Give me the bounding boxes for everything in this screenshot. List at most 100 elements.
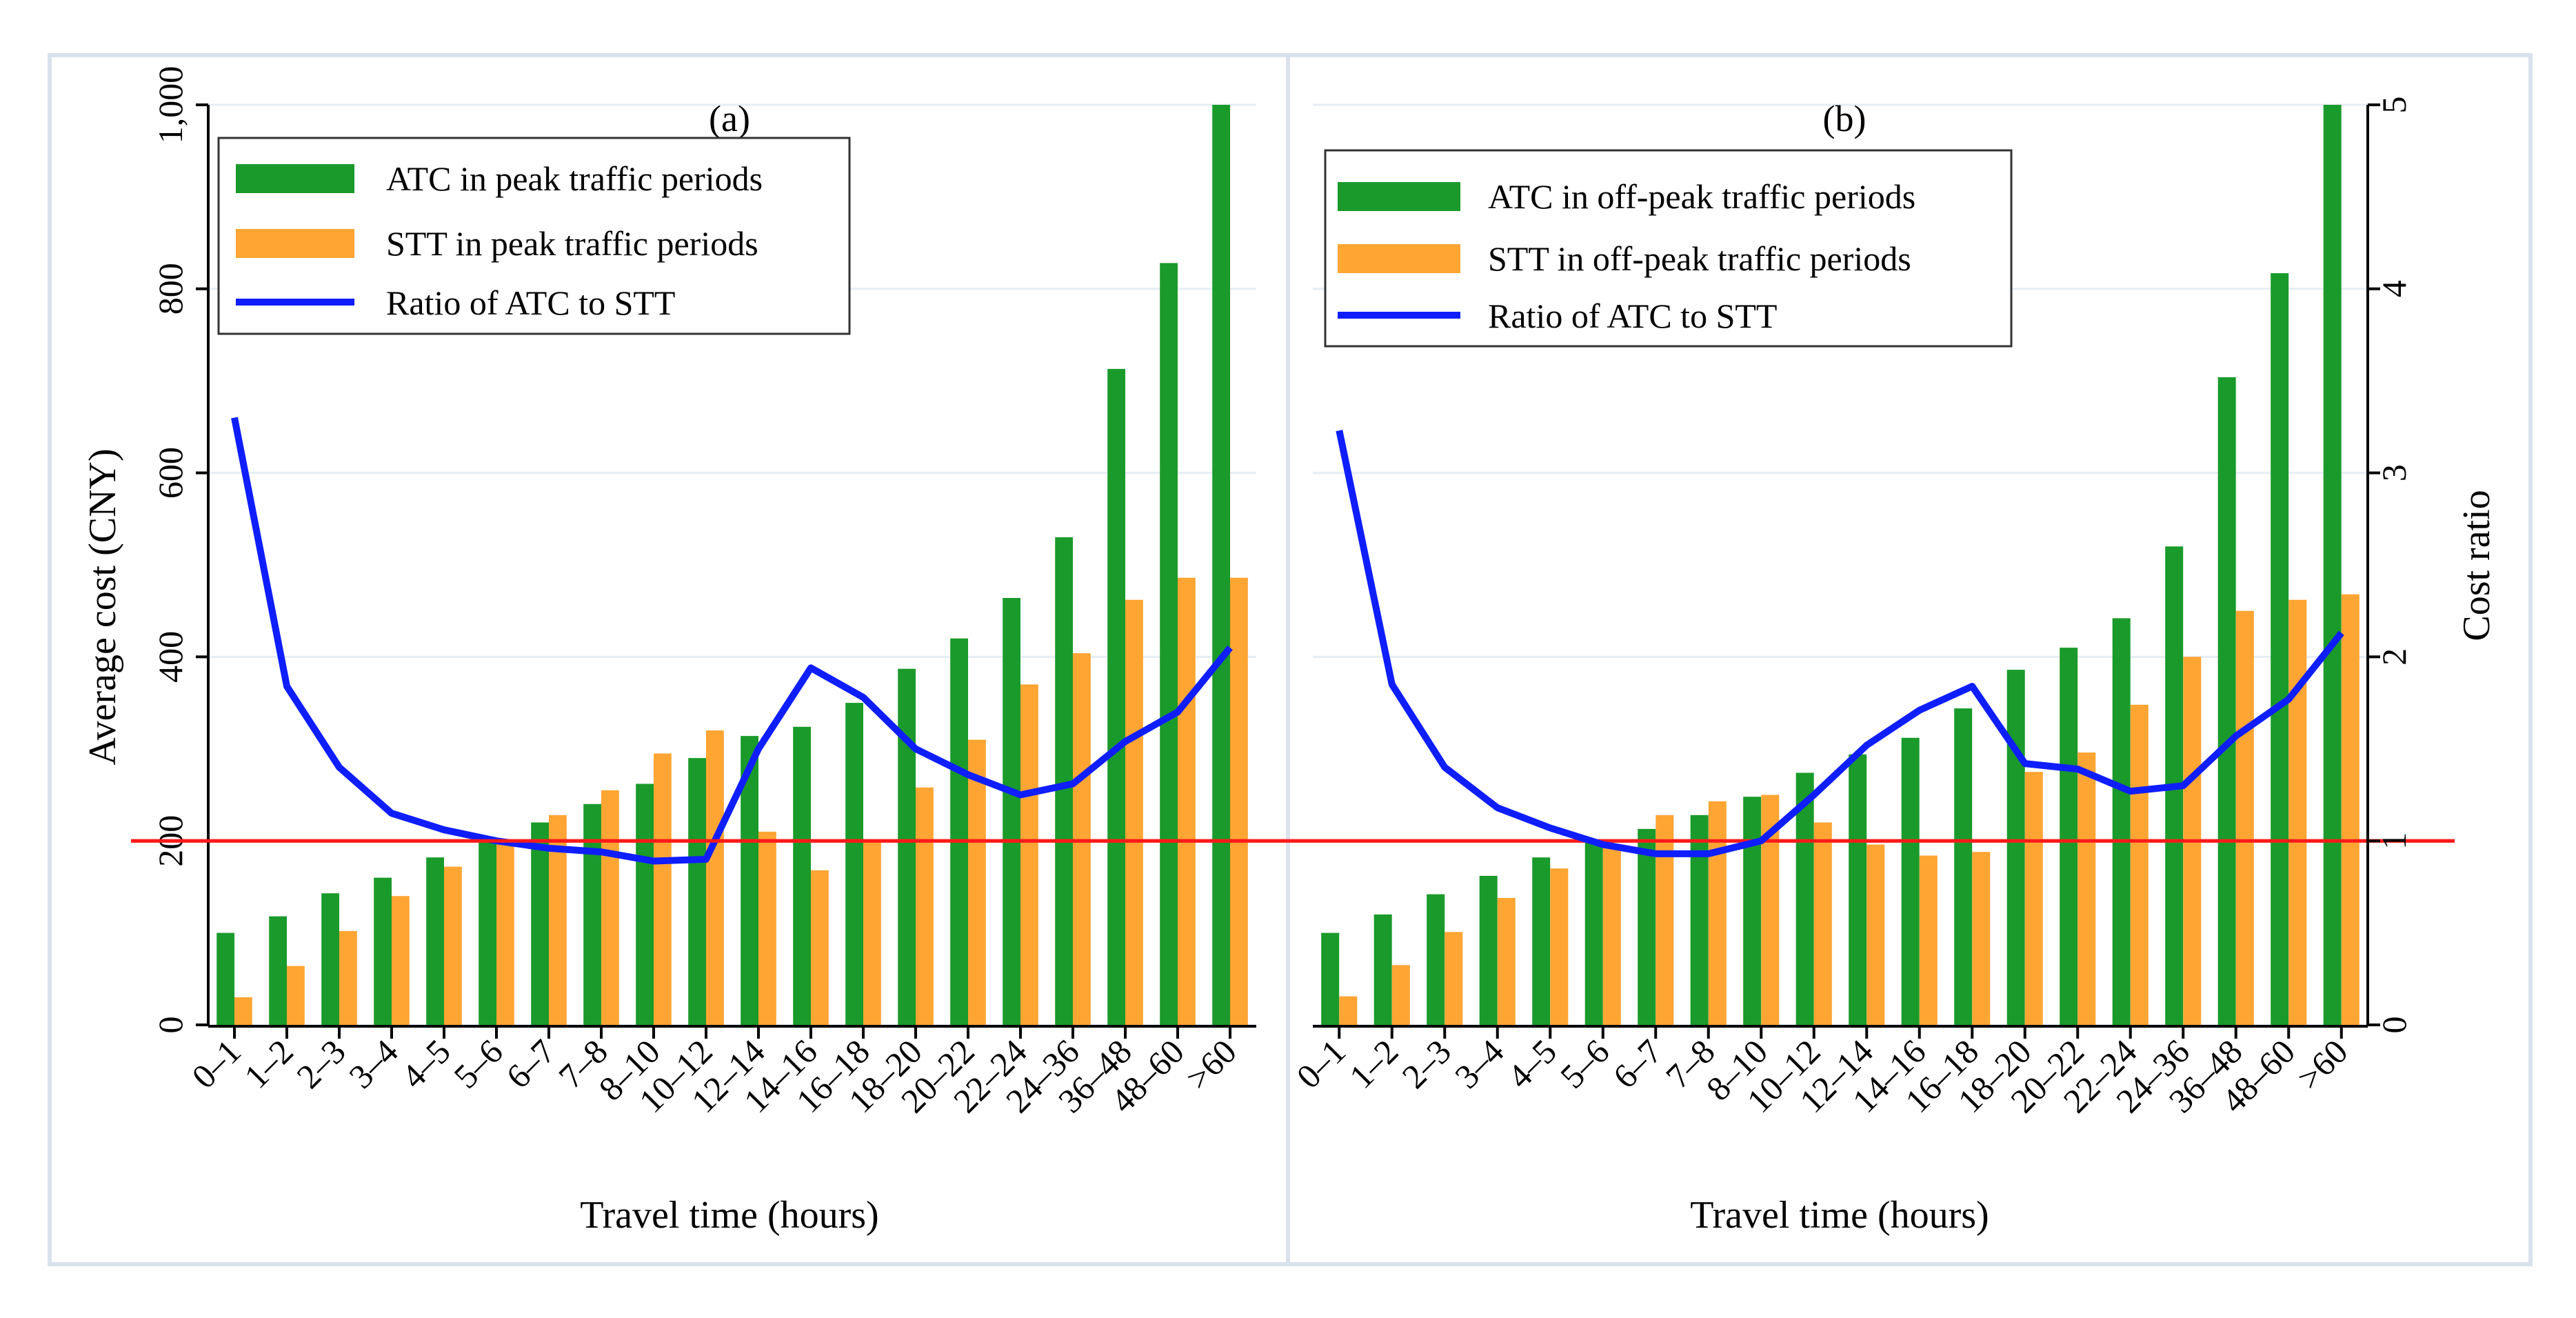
y-tick-label: 600 (151, 447, 190, 499)
stt-bar-1–2 (287, 966, 305, 1025)
y2-tick-label: 1 (2375, 832, 2413, 850)
legend-swatch-orange (1338, 244, 1460, 273)
y2-tick-label: 4 (2375, 280, 2413, 297)
stt-bar-7–8 (601, 790, 619, 1025)
y2-tick-labels: 0 1 2 3 4 5 (2375, 97, 2413, 1034)
stt-bar-14–16 (811, 870, 829, 1025)
stt-bar-24–36 (1073, 653, 1091, 1025)
atc-bar-8–10 (636, 783, 654, 1025)
legend: ATC in peak traffic periods STT in peak … (217, 137, 851, 335)
y2-tick-label: 5 (2375, 97, 2413, 114)
stt-bar-16–18 (1972, 852, 1991, 1025)
atc-bar-0–1 (217, 932, 234, 1025)
y-tick-label: 400 (151, 631, 190, 683)
atc-bar->60 (1212, 105, 1230, 1025)
stt-bar-20–22 (968, 739, 986, 1025)
atc-bar-48–60 (1160, 263, 1178, 1025)
atc-bar-12–14 (1849, 754, 1867, 1025)
legend-swatch-green (236, 164, 354, 193)
y-tick-label: 0 (151, 1017, 190, 1034)
stt-bar-12–14 (1866, 844, 1885, 1025)
ratio-line (1336, 430, 2344, 857)
y-tick-label: 800 (151, 263, 190, 314)
atc-bar-6–7 (1638, 828, 1656, 1025)
stt-bar-22–24 (1020, 684, 1038, 1025)
stt-bar-3–4 (1497, 897, 1516, 1025)
ratio-line (231, 417, 1233, 865)
atc-bar-2–3 (1427, 894, 1445, 1025)
green-bars-series (217, 105, 1230, 1025)
atc-bar-14–16 (793, 726, 811, 1025)
atc-bar-20–22 (2060, 648, 2078, 1025)
atc-bar-10–12 (688, 758, 706, 1025)
atc-bar-5–6 (1584, 842, 1603, 1025)
atc-bar-7–8 (583, 803, 601, 1025)
atc-bar->60 (2323, 105, 2342, 1025)
atc-bar-18–20 (2006, 670, 2025, 1025)
legend: ATC in off-peak traffic periods STT in o… (1324, 149, 2013, 348)
stt-bar-16–18 (863, 841, 881, 1025)
stt-bar-22–24 (2130, 704, 2149, 1025)
stt-bar-0–1 (1339, 996, 1358, 1025)
stt-bar-3–4 (392, 896, 410, 1025)
panel-label: (b) (1823, 98, 1866, 139)
stt-bar-10–12 (1813, 822, 1832, 1025)
stt-bar-18–20 (916, 787, 934, 1025)
atc-bar-22–24 (1003, 598, 1020, 1025)
atc-bar-48–60 (2271, 273, 2289, 1026)
atc-bar-3–4 (374, 877, 392, 1025)
atc-bar-10–12 (1795, 772, 1814, 1025)
stt-bar-8–10 (654, 753, 672, 1025)
stt-bar-2–3 (339, 930, 357, 1025)
stt-bar-5–6 (496, 841, 514, 1025)
legend-label-ratio: Ratio of ATC to STT (386, 283, 675, 322)
stt-bar-5–6 (1602, 844, 1621, 1025)
y-tick-label: 1,000 (151, 66, 190, 144)
legend-label-stt: STT in peak traffic periods (386, 224, 758, 263)
y2-tick-label: 3 (2375, 464, 2413, 481)
panel-label: (a) (709, 98, 750, 139)
atc-bar-14–16 (1901, 737, 1920, 1025)
y-axis-title: Average cost (CNY) (81, 448, 124, 765)
stt-bar-14–16 (1919, 855, 1938, 1025)
axes (1313, 103, 2380, 1039)
legend-swatch-orange (236, 229, 354, 258)
legend-label-atc: ATC in peak traffic periods (386, 159, 763, 198)
atc-bar-6–7 (531, 822, 549, 1025)
atc-bar-16–18 (1954, 708, 1973, 1025)
legend-label-stt: STT in off-peak traffic periods (1488, 239, 1911, 278)
legend-swatch-green (1338, 182, 1460, 211)
atc-bar-16–18 (845, 703, 863, 1025)
y2-tick-label: 2 (2375, 648, 2413, 666)
atc-bar-1–2 (1373, 914, 1392, 1025)
atc-bar-7–8 (1690, 815, 1709, 1025)
stt-bar-2–3 (1445, 932, 1463, 1025)
legend-label-atc: ATC in off-peak traffic periods (1488, 177, 1915, 216)
atc-bar-8–10 (1743, 797, 1762, 1025)
atc-bar-3–4 (1479, 875, 1498, 1025)
atc-bar-20–22 (950, 638, 968, 1025)
stt-bar-12–14 (758, 831, 776, 1025)
stt-bar-48–60 (1178, 577, 1196, 1025)
stt-bar-6–7 (1656, 815, 1674, 1025)
atc-bar-1–2 (269, 916, 287, 1025)
atc-bar-4–5 (426, 857, 444, 1025)
y2-tick-label: 0 (2375, 1017, 2413, 1034)
stt-bar->60 (1230, 577, 1248, 1025)
stt-bar-48–60 (2288, 599, 2307, 1025)
green-bars-series (1321, 105, 2342, 1026)
stt-bar-36–48 (2235, 610, 2254, 1025)
stt-bar-20–22 (2077, 752, 2096, 1025)
orange-bars-series (234, 577, 1248, 1025)
x-axis-title: Travel time (hours) (580, 1194, 878, 1237)
stt-bar-36–48 (1125, 599, 1143, 1025)
stt-bar-7–8 (1708, 801, 1727, 1025)
legend-label-ratio: Ratio of ATC to STT (1488, 297, 1777, 335)
stt-bar-1–2 (1391, 965, 1410, 1025)
atc-bar-4–5 (1532, 857, 1551, 1025)
orange-bars-series (1339, 594, 2359, 1025)
atc-bar-0–1 (1321, 932, 1340, 1025)
atc-bar-36–48 (1107, 368, 1125, 1025)
